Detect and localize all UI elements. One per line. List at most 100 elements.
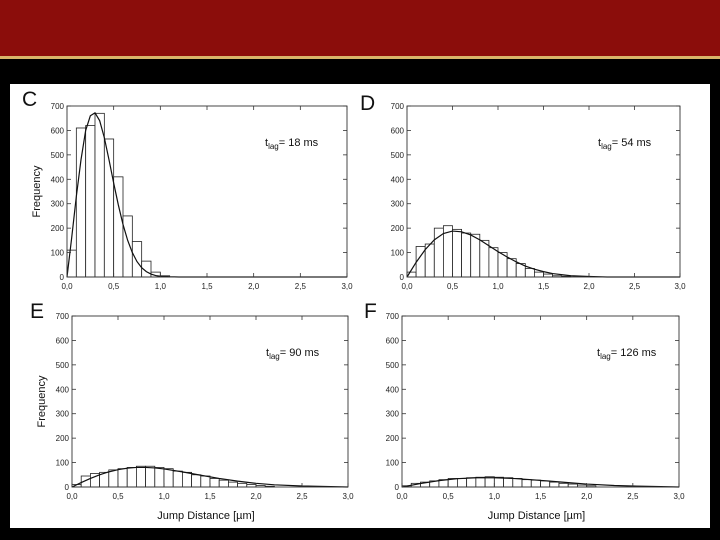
tlag-annotation-sub-f: lag (600, 352, 611, 361)
y-tick-label-e-3: 300 (56, 410, 70, 419)
x-tick-label-d-2: 1,0 (492, 282, 504, 291)
y-tick-label-f-3: 300 (386, 410, 400, 419)
histogram-bar-e-10 (163, 468, 174, 488)
histogram-bar-e-18 (237, 482, 248, 488)
chart-panel-f: 0 100 200 300 400 500 600 700 0,0 0,5 1,0 1,5 2,0 2,5… (386, 312, 685, 522)
x-tick-label-c-5: 2,5 (295, 282, 307, 291)
x-tick-label-e-4: 2,0 (250, 492, 262, 501)
charts-canvas: 0 100 200 300 400 500 600 700 0,0 0,5 1,0 1,5 2,0 2,5… (31, 102, 686, 522)
tlag-annotation-value-c: = 18 ms (279, 137, 319, 149)
y-tick-label-f-0: 0 (395, 483, 400, 492)
x-tick-label-f-3: 1,5 (535, 492, 547, 501)
y-tick-label-e-7: 700 (56, 312, 70, 321)
y-tick-label-d-5: 500 (391, 151, 405, 160)
y-tick-label-e-1: 100 (56, 459, 70, 468)
y-tick-label-c-4: 400 (51, 175, 65, 184)
y-tick-label-e-6: 600 (56, 336, 70, 345)
y-tick-label-c-5: 500 (51, 151, 65, 160)
panel-letter-e: E (30, 300, 45, 323)
histogram-bar-f-6 (456, 478, 468, 488)
histogram-bar-e-9 (154, 467, 165, 488)
y-tick-label-c-7: 700 (51, 102, 65, 111)
tlag-annotation-c: tlag= 18 ms (265, 137, 319, 151)
panel-letter-f: F (364, 300, 377, 323)
x-tick-label-f-5: 2,5 (627, 492, 639, 501)
slide-header-rule (0, 56, 720, 59)
y-axis-label-c: Frequency (31, 165, 43, 217)
histogram-bar-e-15 (209, 478, 220, 488)
tlag-annotation-base-c: t (265, 137, 268, 149)
panel-letter-c: C (22, 88, 38, 111)
histogram-bar-e-4 (108, 469, 119, 488)
y-tick-label-c-1: 100 (51, 249, 65, 258)
tlag-annotation-value-d: = 54 ms (612, 137, 652, 149)
histogram-bar-e-16 (218, 479, 229, 488)
x-tick-label-e-0: 0,0 (66, 492, 78, 501)
y-tick-label-e-5: 500 (56, 361, 70, 370)
histogram-bar-c-7 (131, 241, 143, 278)
histogram-bar-f-12 (512, 478, 523, 488)
x-tick-label-f-0: 0,0 (396, 492, 408, 501)
histogram-bar-e-6 (126, 467, 137, 488)
histogram-figure: C D E F 0 100 200 300 400 500 600 700 0,0 0,5 1,0 1… (10, 84, 710, 528)
tlag-annotation-f: tlag= 126 ms (597, 347, 657, 361)
y-tick-label-f-1: 100 (386, 459, 400, 468)
tlag-annotation-e: tlag= 90 ms (266, 347, 320, 361)
histogram-bar-e-7 (136, 465, 147, 488)
y-tick-label-c-0: 0 (60, 273, 65, 282)
histogram-bar-c-2 (85, 125, 96, 278)
y-tick-label-e-0: 0 (65, 483, 70, 492)
y-tick-label-f-4: 400 (386, 385, 400, 394)
chart-panel-c: 0 100 200 300 400 500 600 700 0,0 0,5 1,0 1,5 2,0 2,5… (31, 102, 353, 291)
y-tick-label-f-2: 200 (386, 434, 400, 443)
tlag-annotation-sub-c: lag (268, 142, 279, 151)
y-tick-label-d-7: 700 (391, 102, 405, 111)
y-tick-label-f-5: 500 (386, 361, 400, 370)
x-tick-label-e-1: 0,5 (112, 492, 124, 501)
x-axis-label-f: Jump Distance [µm] (488, 510, 585, 522)
x-tick-label-e-2: 1,0 (158, 492, 170, 501)
histogram-bar-e-17 (227, 481, 238, 488)
panel-letter-d: D (360, 92, 376, 115)
histogram-bar-f-17 (558, 482, 569, 488)
histogram-bar-d-8 (479, 239, 490, 278)
histogram-bar-c-6 (122, 215, 133, 278)
histogram-bar-f-11 (503, 477, 514, 488)
tlag-annotation-value-f: = 126 ms (611, 347, 657, 359)
x-tick-label-c-4: 2,0 (248, 282, 260, 291)
x-axis-label-e: Jump Distance [µm] (157, 510, 254, 522)
x-tick-label-f-6: 3,0 (673, 492, 685, 501)
tlag-annotation-base-d: t (598, 137, 601, 149)
plot-frame-e (71, 315, 349, 488)
x-tick-label-f-2: 1,0 (489, 492, 501, 501)
y-tick-label-d-0: 0 (400, 273, 405, 282)
histogram-bar-d-5 (452, 228, 463, 278)
y-tick-label-f-6: 600 (386, 336, 400, 345)
histogram-bar-f-16 (549, 481, 560, 488)
y-axis-label-e: Frequency (36, 375, 48, 427)
y-tick-label-e-2: 200 (56, 434, 70, 443)
histogram-bar-d-13 (524, 268, 535, 278)
histogram-bar-c-3 (94, 112, 105, 278)
tlag-annotation-value-e: = 90 ms (280, 347, 320, 359)
y-tick-label-d-6: 600 (391, 126, 405, 135)
y-tick-label-d-4: 400 (391, 175, 405, 184)
histogram-bar-e-5 (117, 468, 128, 488)
histogram-bar-f-7 (466, 477, 477, 488)
histogram-bar-e-14 (200, 475, 211, 488)
y-tick-label-e-4: 400 (56, 385, 70, 394)
x-tick-label-e-6: 3,0 (342, 492, 354, 501)
y-tick-label-c-2: 200 (51, 224, 65, 233)
fit-curve-f (401, 477, 680, 488)
histogram-bar-f-15 (540, 480, 551, 488)
y-tick-label-d-3: 300 (391, 200, 405, 209)
x-tick-label-d-4: 2,0 (583, 282, 595, 291)
y-tick-label-c-3: 300 (51, 200, 65, 209)
chart-panel-d: 0 100 200 300 400 500 600 700 0,0 0,5 1,0 1,5 2,0 2,5… (391, 102, 686, 291)
plot-frame-f (401, 315, 680, 488)
x-tick-label-d-5: 2,5 (629, 282, 641, 291)
histogram-bar-e-13 (191, 474, 202, 488)
histogram-bar-f-10 (493, 476, 504, 488)
x-tick-label-d-0: 0,0 (401, 282, 413, 291)
y-tick-label-d-2: 200 (391, 224, 405, 233)
